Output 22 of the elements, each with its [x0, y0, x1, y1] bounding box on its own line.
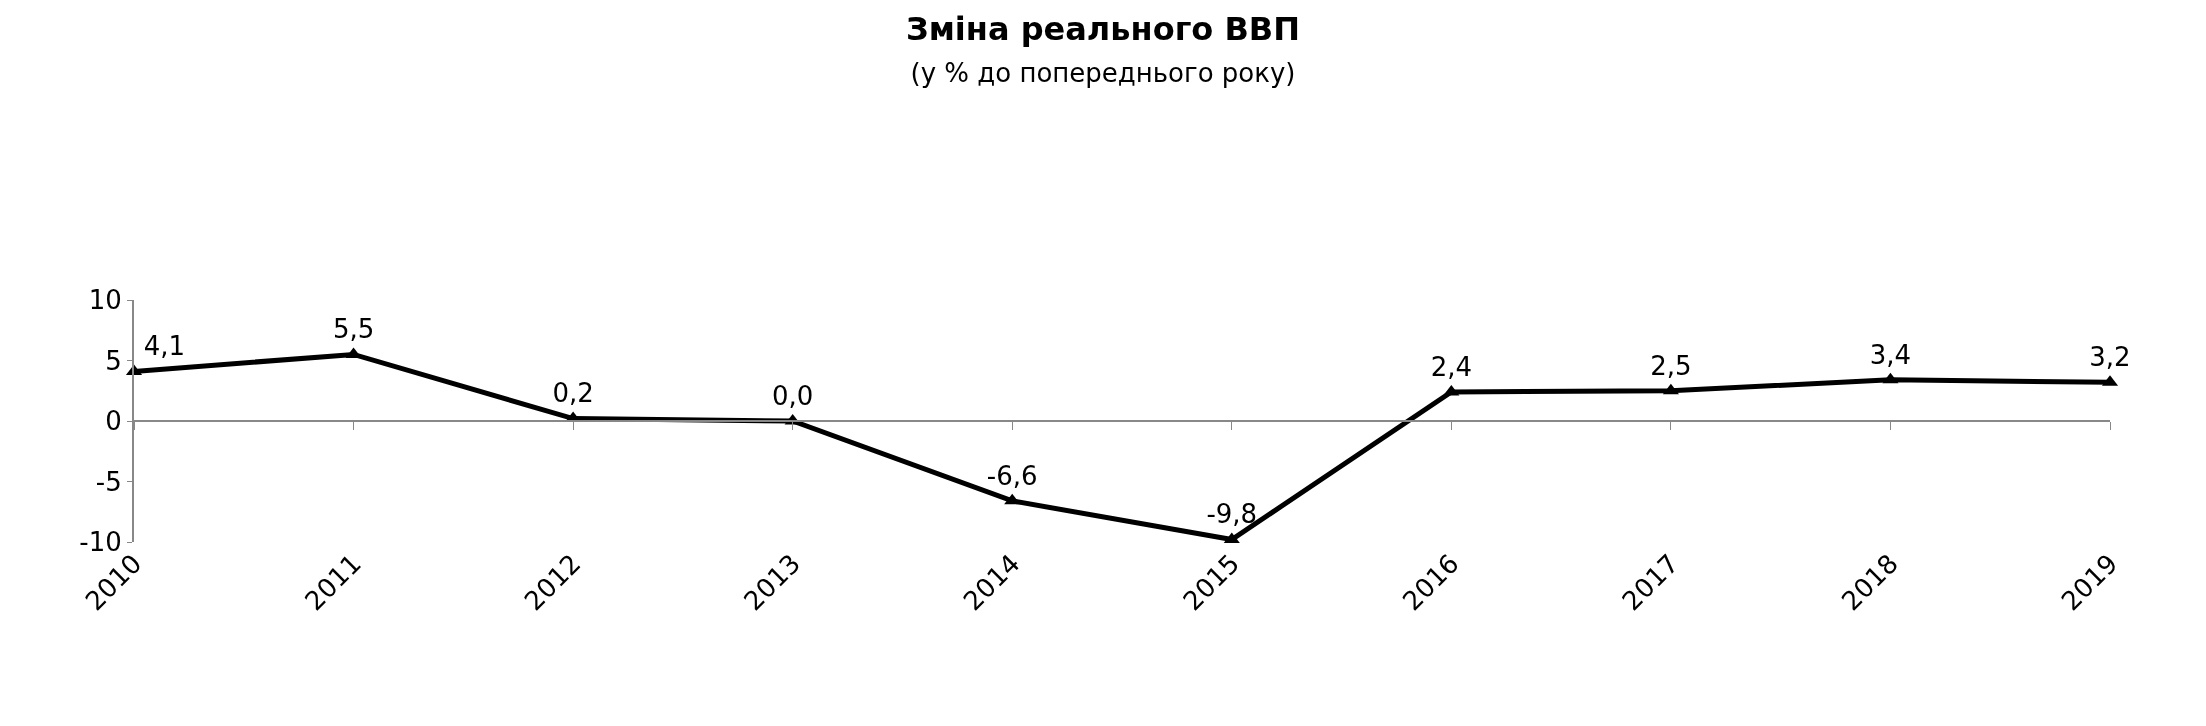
data-label: 4,1: [143, 331, 186, 362]
point: [1662, 383, 1679, 395]
data-label: 3,4: [1869, 339, 1912, 370]
y-tick-label: 0: [105, 406, 122, 437]
y-tick-label: -10: [79, 527, 122, 558]
data-label: 0,2: [552, 378, 594, 409]
point: [1004, 493, 1021, 505]
data-label: 2,4: [1430, 351, 1473, 382]
data-label: 0,0: [771, 380, 814, 411]
data-label: -9,8: [1206, 499, 1258, 530]
data-label: 3,2: [2089, 342, 2131, 373]
point: [1882, 372, 1899, 384]
data-label: 5,5: [332, 314, 375, 345]
point: [1223, 532, 1240, 544]
y-tick-label: 5: [105, 345, 122, 376]
chart-subtitle: (у % до попереднього року): [910, 57, 1296, 88]
data-label: -6,6: [986, 460, 1038, 491]
point: [1443, 384, 1460, 396]
chart-title: Зміна реального ВВП: [905, 9, 1301, 48]
data-label: 2,5: [1650, 350, 1692, 381]
y-tick-label: -5: [95, 466, 122, 497]
y-tick-label: 10: [88, 285, 122, 316]
